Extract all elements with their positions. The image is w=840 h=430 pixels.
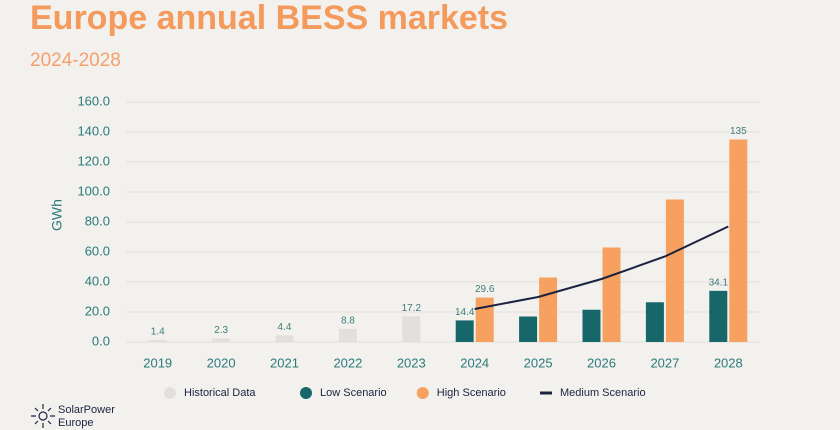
x-tick-label: 2021: [270, 355, 299, 370]
bar: [645, 302, 664, 342]
chart-subtitle: 2024-2028: [30, 50, 121, 71]
x-tick-label: 2022: [333, 355, 362, 370]
x-tick-label: 2028: [714, 355, 743, 370]
x-tick-label: 2023: [397, 355, 426, 370]
logo-icon: [31, 404, 55, 428]
logo-text: Europe: [58, 417, 93, 429]
bar: [539, 277, 558, 342]
x-tick-label: 2024: [460, 355, 489, 370]
bar: [338, 328, 357, 342]
bar: [455, 320, 474, 342]
bar: [402, 316, 421, 342]
legend-label: Historical Data: [184, 387, 256, 399]
legend-label: High Scenario: [437, 387, 506, 399]
value-label: 14.4: [455, 307, 475, 318]
legend-swatch: [164, 387, 176, 399]
y-tick-label: 40.0: [85, 273, 110, 288]
legend-label: Medium Scenario: [560, 387, 646, 399]
x-tick-label: 2020: [207, 355, 236, 370]
value-label: 2.3: [214, 325, 228, 336]
x-tick-label: 2019: [143, 355, 172, 370]
bar: [519, 316, 538, 342]
x-tick-label: 2025: [524, 355, 553, 370]
bar: [148, 339, 167, 342]
bar: [582, 309, 601, 342]
y-tick-label: 60.0: [85, 243, 110, 258]
bar: [275, 335, 294, 342]
bar: [602, 247, 621, 342]
x-tick-label: 2026: [587, 355, 616, 370]
legend-label: Low Scenario: [320, 387, 387, 399]
value-label: 29.6: [475, 284, 495, 295]
bar: [665, 199, 684, 342]
legend-swatch: [416, 387, 429, 399]
y-tick-label: 80.0: [85, 213, 110, 228]
bar: [729, 139, 748, 342]
bar: [709, 290, 728, 342]
value-label: 8.8: [341, 315, 355, 326]
x-tick-label: 2027: [650, 355, 679, 370]
logo-text: SolarPower: [58, 404, 115, 416]
y-axis-label: GWh: [49, 199, 65, 231]
legend-swatch: [300, 387, 312, 399]
value-label: 135: [730, 126, 747, 137]
value-label: 1.4: [151, 327, 165, 338]
y-tick-label: 140.0: [77, 123, 110, 138]
y-tick-label: 100.0: [77, 183, 110, 198]
y-tick-label: 160.0: [77, 93, 110, 108]
bar: [212, 338, 231, 342]
line: [474, 225, 729, 310]
y-tick-label: 0.0: [92, 333, 110, 348]
value-label: 17.2: [402, 303, 422, 314]
y-tick-label: 20.0: [85, 303, 110, 318]
value-label: 4.4: [278, 322, 292, 333]
bar: [475, 297, 494, 342]
y-tick-label: 120.0: [77, 153, 110, 168]
value-label: 34.1: [709, 277, 729, 288]
chart-title: Europe annual BESS markets: [30, 0, 508, 37]
